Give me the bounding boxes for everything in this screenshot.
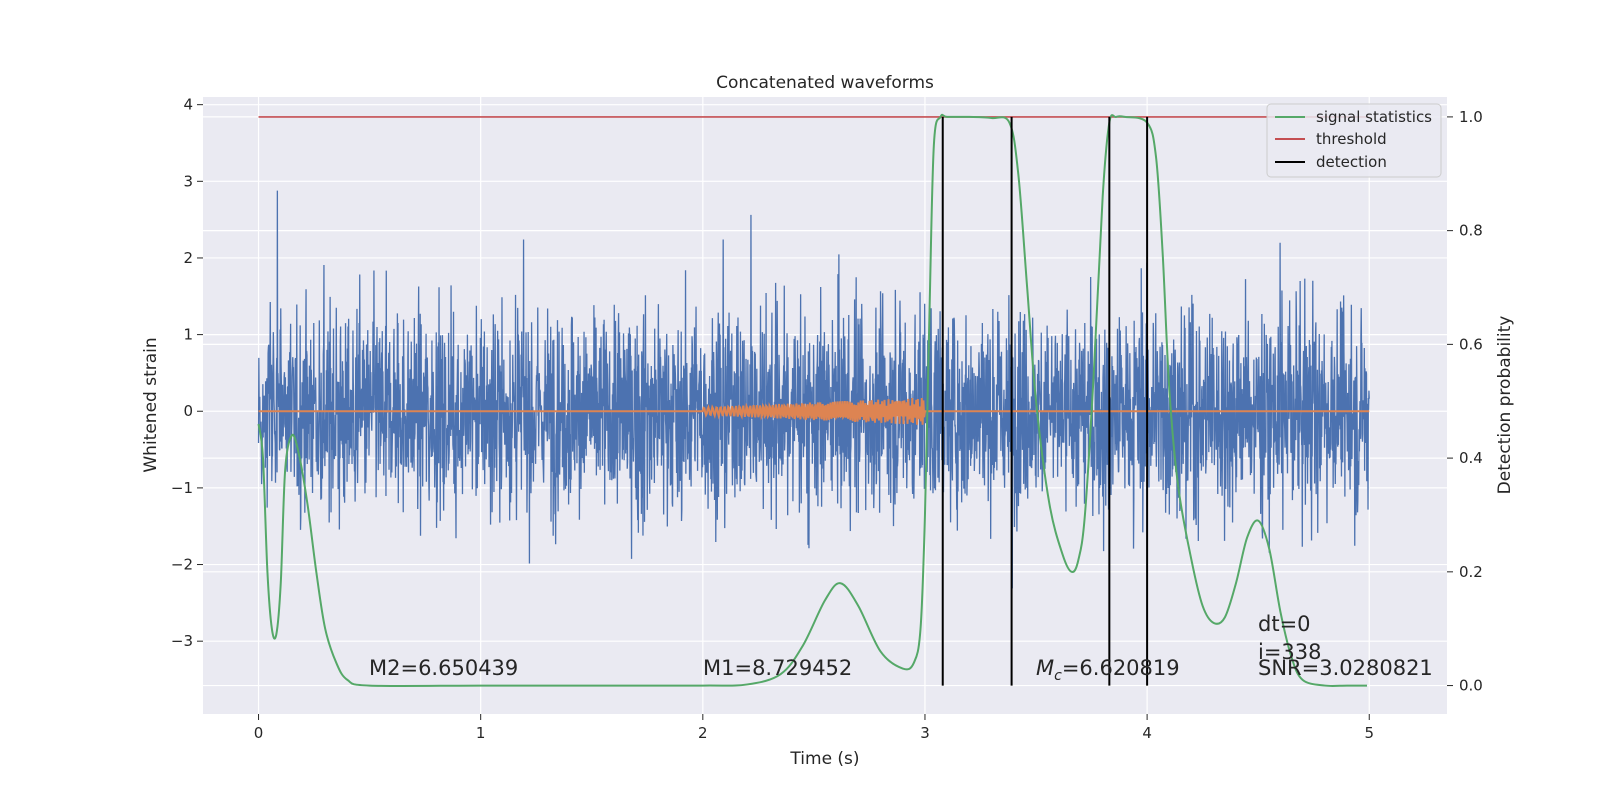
x-tick-label-5: 5 xyxy=(1364,724,1374,742)
x-tick-label-2: 2 xyxy=(698,724,708,742)
legend-label-threshold: threshold xyxy=(1316,130,1387,148)
x-axis-label: Time (s) xyxy=(789,749,859,769)
legend-label-detection: detection xyxy=(1316,153,1387,171)
x-tick-label-3: 3 xyxy=(920,724,930,742)
chart-title: Concatenated waveforms xyxy=(716,73,934,93)
legend-label-signal-statistics: signal statistics xyxy=(1316,108,1432,126)
detection-series xyxy=(941,116,1149,686)
y-left-tick-label-1: 1 xyxy=(183,326,193,344)
y-left-tick-label--1: −1 xyxy=(171,479,193,497)
y-axis-right-label: Detection probability xyxy=(1495,316,1515,495)
x-tick-label-4: 4 xyxy=(1142,724,1152,742)
y-right-tick-label-0.2: 0.2 xyxy=(1459,563,1483,581)
legend: signal statistics threshold detection xyxy=(1266,103,1442,178)
annotation-snr: SNR=3.0280821 xyxy=(1258,656,1433,680)
template-waveform-series xyxy=(258,397,1370,425)
annotation-m2: M2=6.650439 xyxy=(369,656,518,680)
template-waveform-line xyxy=(258,397,1370,425)
y-left-tick-label-3: 3 xyxy=(183,172,193,190)
y-left-tick-label--2: −2 xyxy=(171,556,193,574)
legend-box xyxy=(1266,103,1442,178)
y-left-tick-label-0: 0 xyxy=(183,402,193,420)
whitened-strain-series xyxy=(257,190,1370,589)
y-right-tick-label-0.8: 0.8 xyxy=(1459,222,1483,240)
annotation-i: i=338 xyxy=(1258,640,1322,664)
x-tick-label-0: 0 xyxy=(254,724,264,742)
y-left-tick-label-2: 2 xyxy=(183,249,193,267)
y-right-tick-label-0: 0.0 xyxy=(1459,677,1483,695)
signal-statistics-line xyxy=(257,113,1368,687)
x-tick-label-1: 1 xyxy=(476,724,486,742)
y-right-tick-label-0.4: 0.4 xyxy=(1459,449,1483,467)
signal-statistics-series xyxy=(257,113,1368,687)
annotation-m1: M1=8.729452 xyxy=(703,656,852,680)
axis-ticks: 0 1 2 3 4 5 −3 −2 −1 0 1 2 3 4 0.0 0.2 0.4 0.6 0.8 1.0 xyxy=(171,96,1483,742)
y-right-tick-label-0.6: 0.6 xyxy=(1459,335,1483,353)
y-right-tick-label-1: 1.0 xyxy=(1459,108,1483,126)
y-axis-left-label: Whitened strain xyxy=(141,337,161,472)
annotation-mc: Mc=6.620819 xyxy=(1036,656,1180,684)
whitened-strain-line xyxy=(257,190,1370,589)
y-left-tick-label-4: 4 xyxy=(183,96,193,114)
y-left-tick-label--3: −3 xyxy=(171,632,193,650)
annotation-dt: dt=0 xyxy=(1258,612,1311,636)
